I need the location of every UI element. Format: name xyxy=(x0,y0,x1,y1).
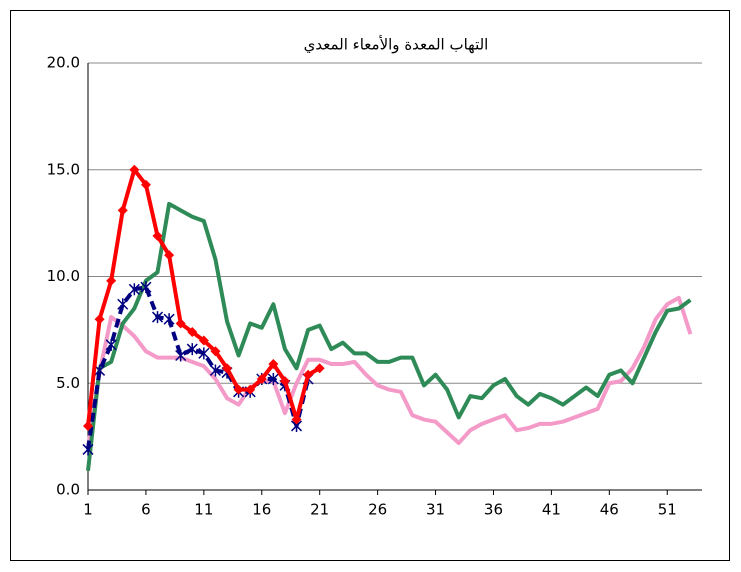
point-marker xyxy=(186,343,198,356)
point-marker xyxy=(152,230,163,241)
x-tick-label: 1 xyxy=(83,501,93,519)
series-line xyxy=(86,285,311,450)
point-marker xyxy=(117,205,128,216)
point-marker xyxy=(175,349,187,362)
point-marker xyxy=(198,347,210,360)
point-marker xyxy=(279,376,290,387)
point-marker xyxy=(140,281,152,294)
x-tick-label: 16 xyxy=(252,501,271,519)
point-marker xyxy=(222,363,233,374)
series-line xyxy=(86,295,693,448)
point-marker xyxy=(140,179,151,190)
point-marker xyxy=(268,359,279,370)
y-tick-label: 20.0 xyxy=(47,54,80,72)
point-marker xyxy=(210,346,221,357)
x-tick-label: 6 xyxy=(141,501,151,519)
x-tick-label: 51 xyxy=(658,501,677,519)
point-marker xyxy=(164,250,175,261)
x-tick-label: 46 xyxy=(600,501,619,519)
chart-title: التهاب المعدة والأمعاء المعدي xyxy=(304,35,489,55)
point-marker xyxy=(303,369,314,380)
point-marker xyxy=(106,275,117,286)
point-marker xyxy=(209,364,221,377)
point-marker xyxy=(267,372,279,385)
point-marker xyxy=(128,283,140,296)
point-marker xyxy=(314,363,325,374)
point-marker xyxy=(83,420,93,431)
point-marker xyxy=(163,313,175,326)
point-marker xyxy=(291,414,302,425)
point-marker xyxy=(187,327,198,338)
x-tick-label: 36 xyxy=(484,501,503,519)
point-marker xyxy=(256,373,267,384)
point-marker xyxy=(117,298,129,311)
point-marker xyxy=(175,318,186,329)
point-marker xyxy=(94,314,105,325)
series-line xyxy=(86,201,692,472)
point-marker xyxy=(129,164,140,175)
x-tick-label: 26 xyxy=(368,501,387,519)
x-tick-label: 21 xyxy=(310,501,329,519)
point-marker xyxy=(105,338,117,351)
point-marker xyxy=(245,384,256,395)
x-tick-label: 41 xyxy=(542,501,561,519)
point-marker xyxy=(151,311,164,324)
point-marker xyxy=(82,443,94,456)
point-marker xyxy=(233,384,244,395)
x-tick-label: 31 xyxy=(426,501,445,519)
x-tick-label: 11 xyxy=(194,501,213,519)
y-tick-label: 10.0 xyxy=(47,267,80,285)
chart-frame xyxy=(10,10,730,561)
point-marker xyxy=(198,335,209,346)
y-tick-label: 5.0 xyxy=(56,374,80,392)
y-tick-label: 0.0 xyxy=(56,481,80,499)
y-tick-label: 15.0 xyxy=(47,160,80,178)
